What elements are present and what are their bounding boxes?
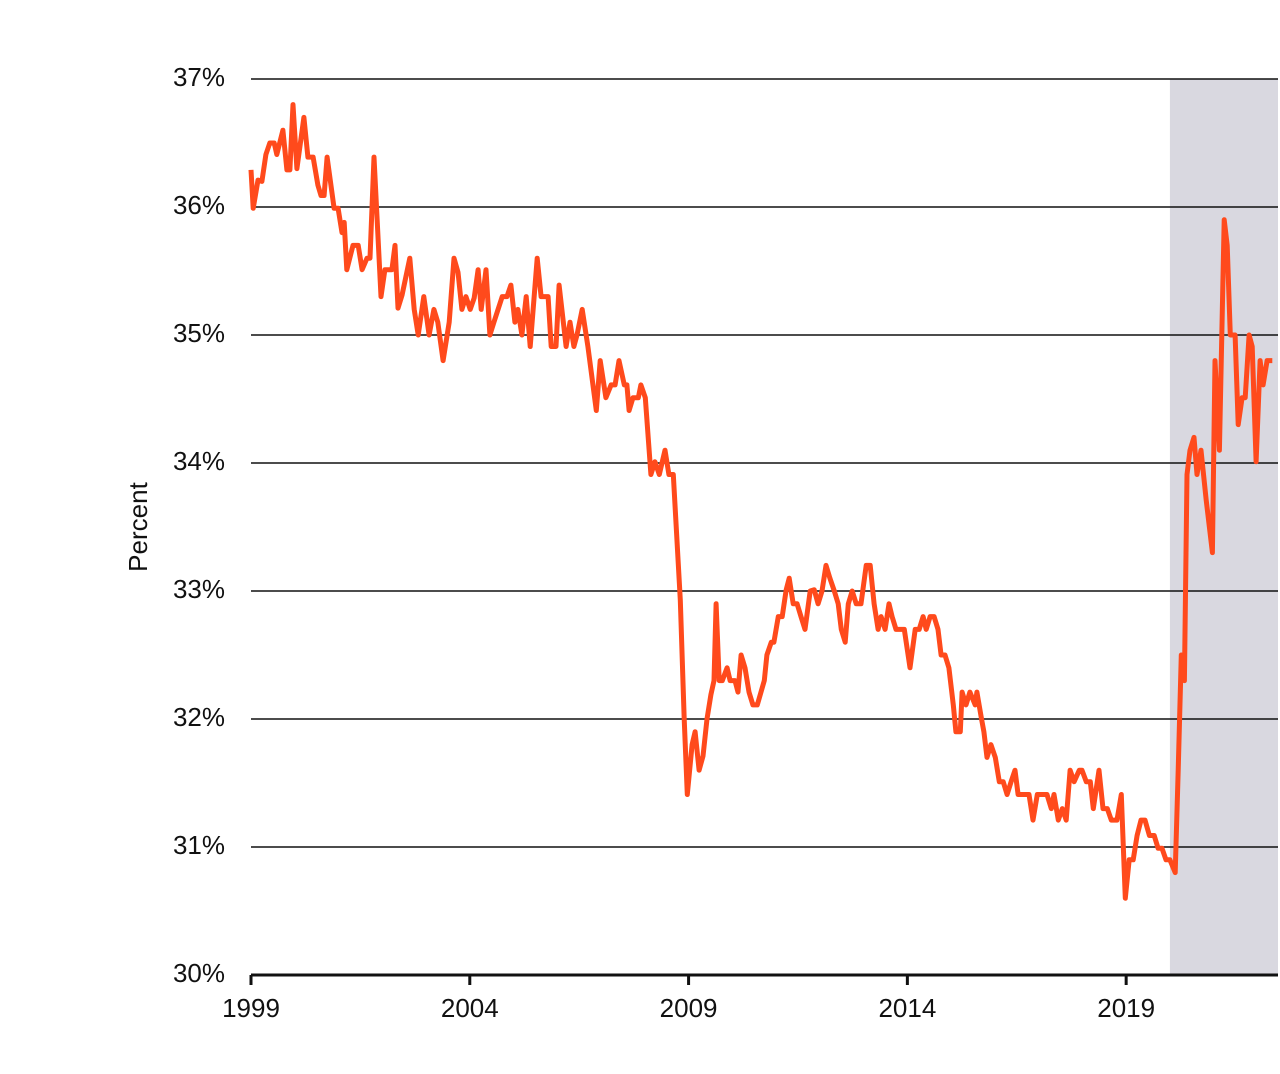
x-tick-label: 2014 xyxy=(878,993,936,1023)
y-tick-label: 37% xyxy=(173,62,225,92)
y-tick-label: 32% xyxy=(173,702,225,732)
data-line xyxy=(248,102,1273,901)
y-tick-label: 34% xyxy=(173,446,225,476)
x-tick-label: 1999 xyxy=(222,993,280,1023)
x-tick-label: 2019 xyxy=(1097,993,1155,1023)
y-axis-label: Percent xyxy=(123,481,153,571)
x-tick-label: 2004 xyxy=(441,993,499,1023)
y-tick-label: 33% xyxy=(173,574,225,604)
y-tick-label: 35% xyxy=(173,318,225,348)
x-tick-label: 2009 xyxy=(660,993,718,1023)
y-tick-label: 31% xyxy=(173,830,225,860)
y-tick-label: 30% xyxy=(173,958,225,988)
y-tick-label: 36% xyxy=(173,190,225,220)
